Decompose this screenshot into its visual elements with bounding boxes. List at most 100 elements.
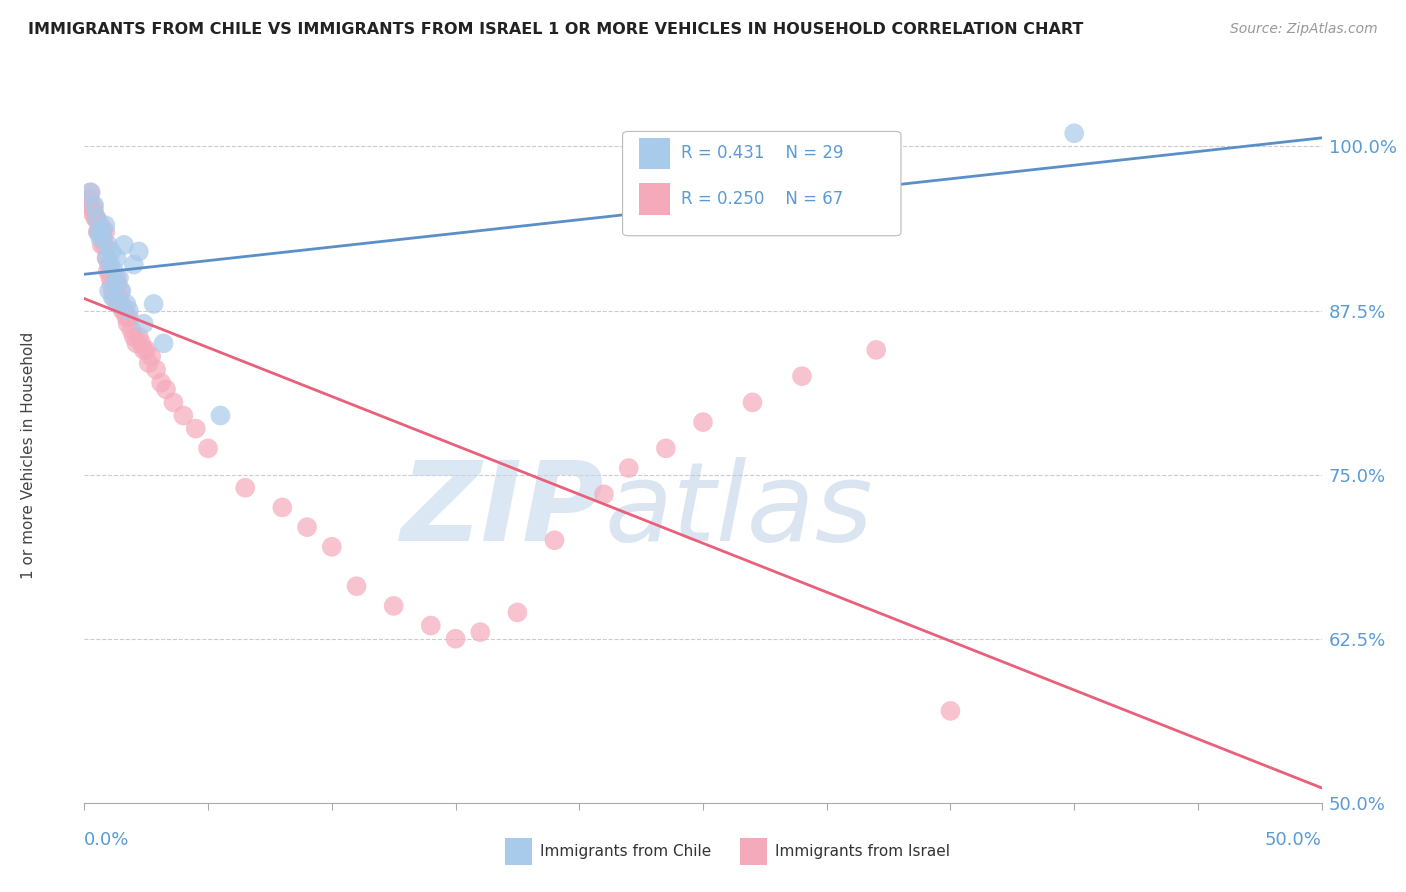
Point bbox=[118, 310, 141, 324]
Bar bbox=[638, 137, 669, 169]
Point bbox=[98, 270, 121, 285]
Point bbox=[110, 297, 132, 311]
Point bbox=[118, 303, 141, 318]
Point bbox=[346, 579, 368, 593]
Point bbox=[82, 198, 104, 212]
Point bbox=[94, 218, 117, 232]
Point bbox=[790, 369, 813, 384]
Point bbox=[94, 225, 117, 239]
Point bbox=[80, 205, 103, 219]
Text: ZIP: ZIP bbox=[401, 457, 605, 564]
Point bbox=[184, 422, 207, 436]
Point bbox=[96, 251, 118, 265]
Point bbox=[98, 258, 121, 272]
Point bbox=[172, 409, 194, 423]
Point bbox=[470, 625, 492, 640]
Point bbox=[108, 290, 131, 304]
Point bbox=[741, 395, 763, 409]
Point bbox=[86, 211, 108, 226]
Point bbox=[89, 231, 111, 245]
Point bbox=[104, 277, 127, 292]
Point bbox=[105, 270, 128, 285]
Point bbox=[83, 198, 105, 212]
Point bbox=[110, 284, 132, 298]
Point bbox=[271, 500, 294, 515]
Point bbox=[655, 442, 678, 456]
Point bbox=[142, 297, 165, 311]
Point bbox=[128, 244, 150, 259]
Text: IMMIGRANTS FROM CHILE VS IMMIGRANTS FROM ISRAEL 1 OR MORE VEHICLES IN HOUSEHOLD : IMMIGRANTS FROM CHILE VS IMMIGRANTS FROM… bbox=[28, 22, 1084, 37]
Text: 1 or more Vehicles in Household: 1 or more Vehicles in Household bbox=[21, 331, 37, 579]
Point bbox=[79, 192, 101, 206]
Point bbox=[98, 258, 121, 272]
Point bbox=[110, 284, 132, 298]
Point bbox=[86, 211, 108, 226]
Text: R = 0.250    N = 67: R = 0.250 N = 67 bbox=[681, 190, 844, 208]
Point bbox=[122, 258, 145, 272]
Point bbox=[91, 225, 114, 239]
Point bbox=[506, 606, 529, 620]
Text: R = 0.431    N = 29: R = 0.431 N = 29 bbox=[681, 145, 844, 162]
Point bbox=[295, 520, 318, 534]
Bar bbox=[740, 838, 768, 865]
Point bbox=[382, 599, 405, 613]
Text: Immigrants from Israel: Immigrants from Israel bbox=[775, 844, 950, 859]
Point bbox=[135, 343, 157, 357]
Point bbox=[128, 330, 150, 344]
Point bbox=[129, 336, 152, 351]
Point bbox=[112, 238, 135, 252]
Point bbox=[107, 277, 129, 292]
Point bbox=[115, 310, 138, 324]
Text: Source: ZipAtlas.com: Source: ZipAtlas.com bbox=[1230, 22, 1378, 37]
Text: atlas: atlas bbox=[605, 457, 873, 564]
Point bbox=[617, 461, 640, 475]
Point bbox=[97, 264, 120, 278]
Point bbox=[692, 415, 714, 429]
Point bbox=[107, 297, 129, 311]
Point bbox=[444, 632, 467, 646]
Point bbox=[122, 330, 145, 344]
Point bbox=[100, 277, 122, 292]
Point bbox=[939, 704, 962, 718]
Text: Immigrants from Chile: Immigrants from Chile bbox=[540, 844, 711, 859]
Point bbox=[593, 487, 616, 501]
Point bbox=[115, 297, 138, 311]
Point bbox=[79, 186, 101, 200]
Point bbox=[91, 231, 114, 245]
Point bbox=[138, 356, 160, 370]
Point bbox=[89, 225, 111, 239]
Point bbox=[89, 218, 111, 232]
Point bbox=[84, 211, 107, 226]
Point bbox=[98, 284, 121, 298]
Point bbox=[117, 317, 139, 331]
Point bbox=[90, 238, 112, 252]
Point bbox=[162, 395, 184, 409]
Point bbox=[105, 251, 128, 265]
Point bbox=[77, 198, 100, 212]
Point bbox=[155, 382, 177, 396]
Point bbox=[101, 290, 124, 304]
Point bbox=[83, 205, 105, 219]
Point bbox=[209, 409, 232, 423]
Point bbox=[112, 303, 135, 318]
Point bbox=[96, 251, 118, 265]
Point bbox=[111, 303, 134, 318]
Point bbox=[108, 270, 131, 285]
Text: 50.0%: 50.0% bbox=[1265, 830, 1322, 848]
Text: 0.0%: 0.0% bbox=[84, 830, 129, 848]
Point bbox=[543, 533, 565, 548]
Point bbox=[1063, 126, 1085, 140]
Point bbox=[141, 350, 163, 364]
Point bbox=[233, 481, 256, 495]
Point bbox=[132, 317, 155, 331]
Point bbox=[87, 225, 110, 239]
Bar bbox=[638, 184, 669, 215]
Bar bbox=[505, 838, 533, 865]
Point bbox=[79, 186, 101, 200]
Point bbox=[152, 336, 174, 351]
Point bbox=[97, 238, 120, 252]
FancyBboxPatch shape bbox=[623, 131, 901, 235]
Point bbox=[103, 264, 125, 278]
Point bbox=[321, 540, 343, 554]
Point bbox=[125, 336, 148, 351]
